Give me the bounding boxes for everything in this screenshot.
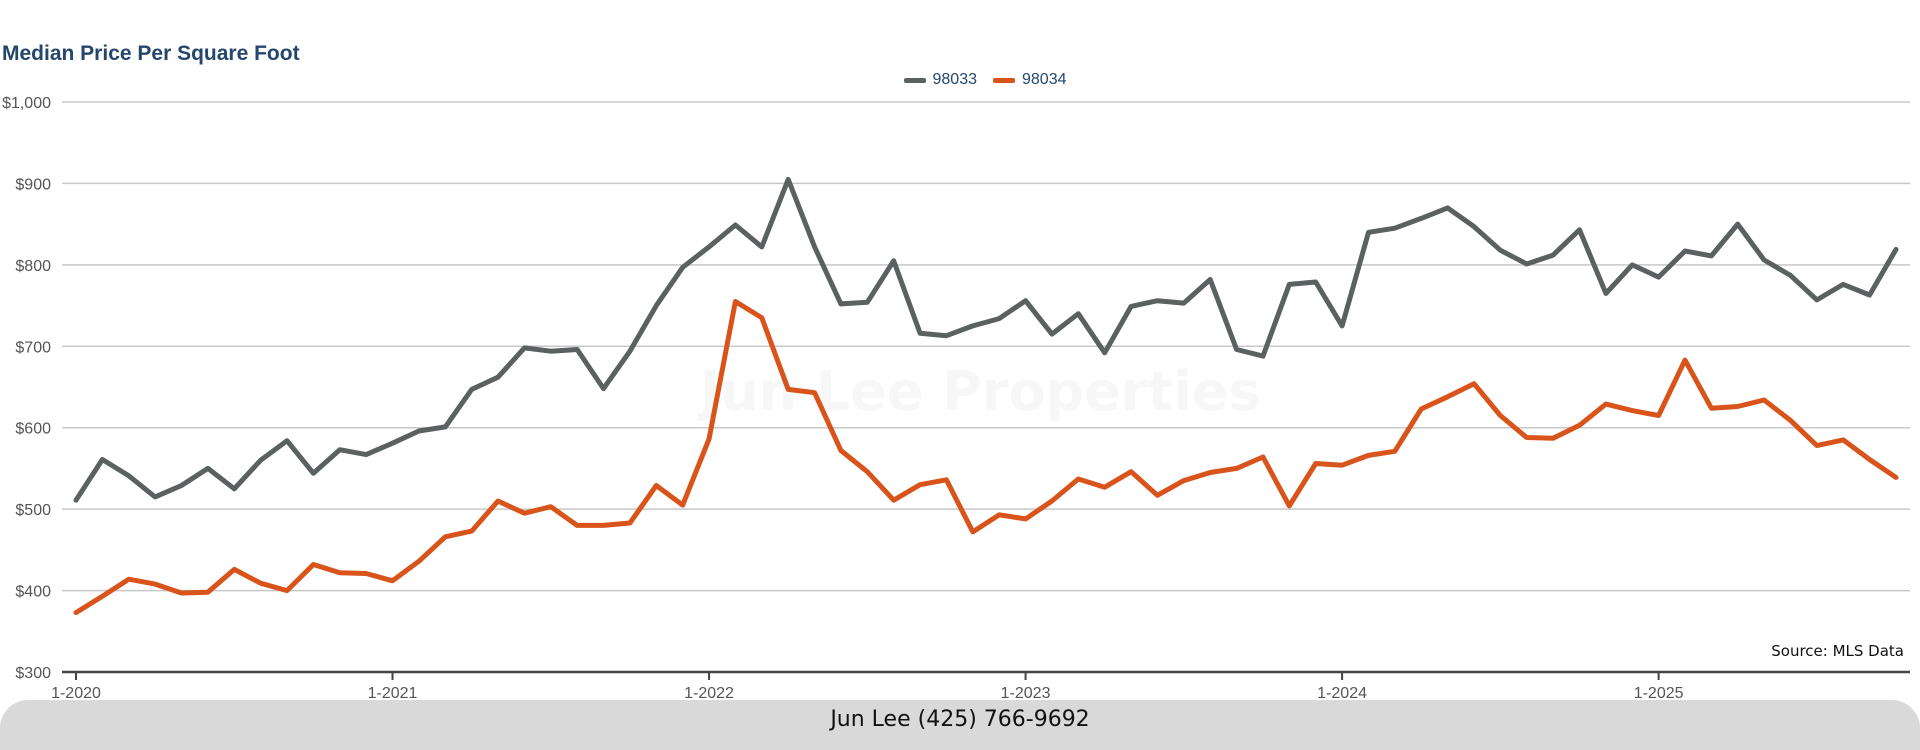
legend-item-98034[interactable]: 98034 <box>993 71 1067 89</box>
chart-container: $300 $400 $500 $600 $700 $800 $900 $1,000 1-202… <box>0 42 1920 700</box>
y-tick-label: $800 <box>15 258 51 275</box>
y-axis: $300 $400 $500 $600 $700 $800 $900 $1,000 <box>2 95 51 682</box>
chart-title: Median Price Per Square Foot <box>2 42 300 65</box>
series-line-98033 <box>73 176 1899 503</box>
y-tick-label: $400 <box>15 584 51 601</box>
legend-swatch-98033 <box>903 77 926 83</box>
x-tick-label: 1-2022 <box>684 685 734 700</box>
y-tick-label: $600 <box>15 421 51 438</box>
y-tick-label: $300 <box>15 665 51 682</box>
legend: 98033 98034 <box>0 71 1920 89</box>
y-tick-label: $700 <box>15 339 51 356</box>
line-chart: $300 $400 $500 $600 $700 $800 $900 $1,000 1-202… <box>2 95 1910 700</box>
footer-bar: Jun Lee (425) 766-9692 <box>0 700 1920 750</box>
y-tick-label: $500 <box>15 502 51 519</box>
y-tick-label: $1,000 <box>2 95 51 112</box>
gridlines <box>62 101 1910 592</box>
x-tick-label: 1-2023 <box>1001 685 1051 700</box>
legend-label-98034: 98034 <box>1022 71 1067 88</box>
x-tick-label: 1-2021 <box>368 685 418 700</box>
legend-swatch-98034 <box>993 77 1015 83</box>
x-tick-label: 1-2020 <box>51 685 101 700</box>
legend-item-98033[interactable]: 98033 <box>903 71 978 89</box>
source-note: Source: MLS Data <box>1771 642 1904 660</box>
y-tick-label: $900 <box>15 176 51 193</box>
series-line-98034 <box>73 299 1899 616</box>
legend-label-98033: 98033 <box>932 71 978 88</box>
x-tick-label: 1-2024 <box>1317 685 1367 700</box>
series-lines <box>73 176 1899 616</box>
x-axis: 1-2020 1-2021 1-2022 1-2023 1-2024 1-2025 <box>51 670 1910 700</box>
x-tick-label: 1-2025 <box>1634 685 1684 700</box>
footer-contact-text: Jun Lee (425) 766-9692 <box>830 706 1090 732</box>
